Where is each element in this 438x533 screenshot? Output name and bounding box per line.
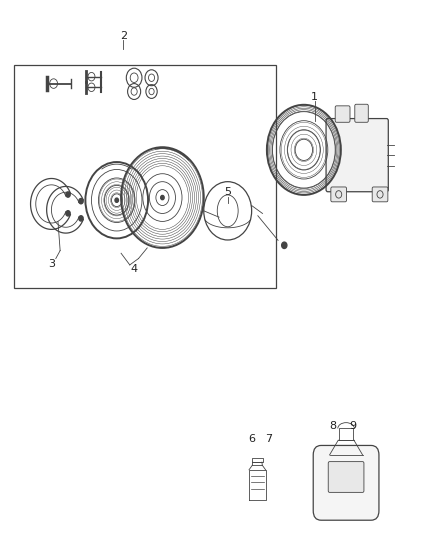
FancyBboxPatch shape — [335, 106, 350, 122]
FancyBboxPatch shape — [355, 104, 368, 122]
Circle shape — [115, 198, 118, 203]
Text: 4: 4 — [131, 264, 138, 274]
Circle shape — [282, 242, 287, 248]
Text: 3: 3 — [48, 259, 55, 269]
Text: 2: 2 — [120, 31, 127, 41]
Circle shape — [66, 211, 70, 216]
FancyBboxPatch shape — [331, 187, 346, 202]
Circle shape — [66, 192, 70, 197]
Text: 6: 6 — [248, 434, 255, 444]
FancyBboxPatch shape — [328, 462, 364, 492]
Circle shape — [161, 196, 164, 200]
Text: 1: 1 — [311, 92, 318, 102]
Text: 5: 5 — [224, 187, 231, 197]
FancyBboxPatch shape — [313, 446, 379, 520]
Circle shape — [79, 216, 83, 221]
FancyBboxPatch shape — [326, 118, 389, 192]
Text: 7: 7 — [265, 434, 272, 444]
Bar — [14, 65, 276, 288]
Circle shape — [79, 198, 83, 204]
Text: 9: 9 — [350, 421, 357, 431]
FancyBboxPatch shape — [372, 187, 388, 202]
Text: 8: 8 — [329, 421, 336, 431]
